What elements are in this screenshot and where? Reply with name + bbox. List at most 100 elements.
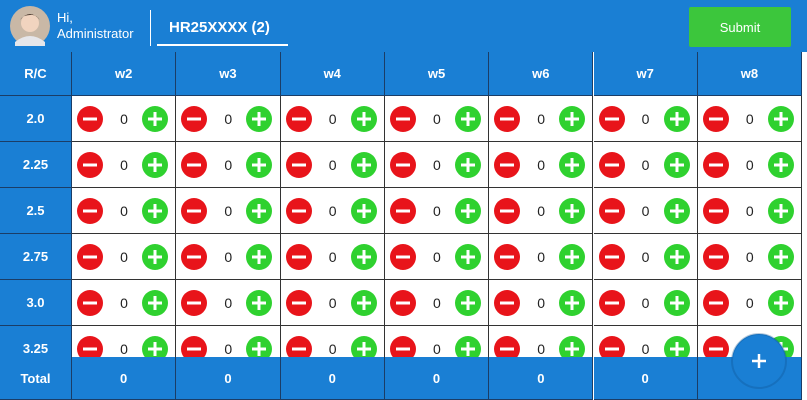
decrement-button[interactable] [702,105,730,133]
footer-total: 0 [176,357,281,400]
quantity-cell: 0 [384,280,490,326]
increment-button[interactable] [663,197,691,225]
decrement-button[interactable] [285,335,313,358]
decrement-button[interactable] [180,335,208,358]
increment-button[interactable] [663,105,691,133]
increment-button[interactable] [141,105,169,133]
increment-button[interactable] [141,151,169,179]
increment-button[interactable] [558,335,586,358]
increment-button[interactable] [454,289,482,317]
decrement-button[interactable] [76,151,104,179]
decrement-button[interactable] [389,151,417,179]
increment-button[interactable] [454,197,482,225]
increment-button[interactable] [245,197,273,225]
increment-button[interactable] [245,289,273,317]
add-fab[interactable] [728,330,790,392]
footer-total: 0 [384,357,490,400]
increment-button[interactable] [767,151,795,179]
increment-button[interactable] [454,151,482,179]
increment-button[interactable] [767,289,795,317]
decrement-button[interactable] [76,289,104,317]
increment-button[interactable] [767,197,795,225]
decrement-button[interactable] [285,243,313,271]
quantity-cell: 0 [72,234,177,280]
increment-button[interactable] [558,197,586,225]
decrement-button[interactable] [76,335,104,358]
increment-button[interactable] [350,335,378,358]
quantity-value: 0 [224,341,233,357]
increment-button[interactable] [663,289,691,317]
decrement-button[interactable] [598,335,626,358]
decrement-button[interactable] [285,289,313,317]
increment-button[interactable] [141,197,169,225]
increment-button[interactable] [350,243,378,271]
increment-button[interactable] [350,289,378,317]
decrement-button[interactable] [285,197,313,225]
decrement-button[interactable] [598,151,626,179]
footer-total: 0 [280,357,385,400]
decrement-button[interactable] [389,243,417,271]
decrement-button[interactable] [493,105,521,133]
increment-button[interactable] [245,151,273,179]
quantity-cell: 0 [72,142,177,188]
decrement-button[interactable] [598,289,626,317]
decrement-button[interactable] [285,151,313,179]
decrement-button[interactable] [598,197,626,225]
decrement-button[interactable] [702,151,730,179]
footer-total: 0 [72,357,177,400]
increment-button[interactable] [245,105,273,133]
increment-button[interactable] [767,105,795,133]
quantity-value: 0 [537,249,546,265]
increment-button[interactable] [350,197,378,225]
decrement-button[interactable] [76,105,104,133]
decrement-button[interactable] [598,243,626,271]
increment-button[interactable] [558,243,586,271]
increment-button[interactable] [141,243,169,271]
decrement-button[interactable] [180,151,208,179]
decrement-button[interactable] [702,243,730,271]
decrement-button[interactable] [493,197,521,225]
quantity-value: 0 [328,341,337,357]
decrement-button[interactable] [389,105,417,133]
increment-button[interactable] [141,289,169,317]
decrement-button[interactable] [493,243,521,271]
increment-button[interactable] [454,335,482,358]
increment-button[interactable] [245,335,273,358]
increment-button[interactable] [663,335,691,358]
decrement-button[interactable] [180,105,208,133]
increment-button[interactable] [350,151,378,179]
increment-button[interactable] [350,105,378,133]
increment-button[interactable] [558,105,586,133]
decrement-button[interactable] [180,289,208,317]
quantity-value: 0 [641,157,650,173]
order-field[interactable]: HR25XXXX (2) [157,14,288,46]
decrement-button[interactable] [389,289,417,317]
increment-button[interactable] [245,243,273,271]
increment-button[interactable] [558,151,586,179]
decrement-button[interactable] [389,197,417,225]
quantity-value: 0 [120,295,128,311]
decrement-button[interactable] [76,243,104,271]
increment-button[interactable] [663,151,691,179]
decrement-button[interactable] [702,289,730,317]
decrement-button[interactable] [598,105,626,133]
decrement-button[interactable] [702,335,730,358]
quantity-cell: 0 [384,96,490,142]
increment-button[interactable] [767,243,795,271]
increment-button[interactable] [454,105,482,133]
increment-button[interactable] [558,289,586,317]
increment-button[interactable] [663,243,691,271]
increment-button[interactable] [141,335,169,358]
decrement-button[interactable] [702,197,730,225]
decrement-button[interactable] [180,243,208,271]
decrement-button[interactable] [389,335,417,358]
decrement-button[interactable] [285,105,313,133]
decrement-button[interactable] [493,335,521,358]
decrement-button[interactable] [493,289,521,317]
decrement-button[interactable] [180,197,208,225]
submit-button[interactable]: Submit [689,7,791,47]
decrement-button[interactable] [493,151,521,179]
increment-button[interactable] [454,243,482,271]
decrement-button[interactable] [76,197,104,225]
